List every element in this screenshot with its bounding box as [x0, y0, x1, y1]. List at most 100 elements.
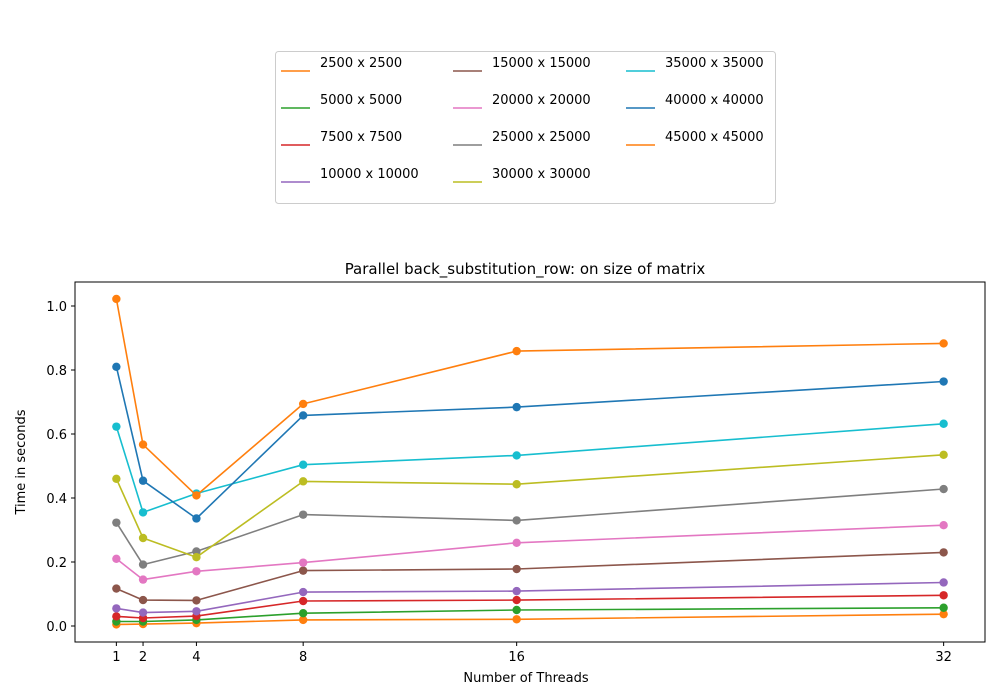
x-tick-label: 32: [935, 650, 952, 665]
data-point: [939, 609, 948, 619]
data-point: [112, 474, 121, 483]
data-point: [298, 510, 308, 519]
y-axis-label: Time in seconds: [14, 409, 29, 515]
data-point: [298, 399, 308, 409]
legend-label: 10000 x 10000: [320, 167, 419, 182]
legend-entry: 7500 x 7500: [281, 130, 402, 146]
data-point: [512, 615, 521, 624]
x-tick-label: 2: [139, 650, 147, 665]
data-point: [512, 595, 521, 605]
data-point: [138, 560, 148, 569]
data-point: [939, 578, 948, 587]
x-tick-label: 4: [192, 650, 200, 665]
legend-label: 5000 x 5000: [320, 93, 402, 108]
data-point: [138, 440, 148, 449]
data-point: [112, 554, 121, 563]
data-point: [298, 566, 308, 575]
data-point: [192, 514, 201, 523]
series-7500x7500: [112, 591, 948, 623]
data-point: [112, 362, 121, 371]
series-line: [115, 298, 944, 497]
plot-frame: [74, 281, 986, 643]
data-point: [138, 533, 148, 543]
data-point: [512, 564, 521, 574]
y-tick-label: 0.8: [46, 364, 67, 379]
data-point: [298, 596, 308, 606]
series-line: [116, 606, 944, 623]
series-15000x15000: [112, 548, 948, 605]
data-point: [138, 575, 148, 584]
data-point: [939, 548, 948, 557]
x-tick-label: 1: [112, 650, 120, 665]
legend: 2500 x 2500 5000 x 5000 7500 x 7500 10000 x…: [275, 51, 776, 204]
data-point: [192, 491, 201, 500]
data-point: [112, 518, 121, 527]
legend-label: 2500 x 2500: [320, 56, 402, 71]
data-point: [939, 377, 948, 386]
data-point: [512, 516, 521, 525]
data-point: [138, 608, 148, 617]
y-tick-label: 1.0: [46, 300, 67, 315]
data-point: [112, 294, 121, 304]
axes-layer: [74, 281, 986, 643]
data-point: [112, 422, 121, 431]
series-40000x40000: [112, 362, 948, 523]
series-30000x30000: [112, 450, 948, 562]
data-point: [298, 615, 308, 625]
series-line: [116, 613, 944, 626]
series-35000x35000: [112, 419, 948, 517]
series-45000x45000: [112, 294, 948, 500]
data-point: [138, 476, 148, 485]
data-point: [298, 587, 308, 597]
data-point: [298, 477, 308, 486]
legend-entry: 30000 x 30000: [453, 167, 591, 183]
data-point: [939, 591, 948, 600]
legend-entry: 10000 x 10000: [281, 167, 419, 183]
series-line: [116, 594, 944, 619]
data-point: [939, 603, 948, 612]
series-layer: [112, 294, 948, 629]
series-line: [115, 366, 944, 520]
data-point: [298, 411, 308, 420]
data-point: [512, 451, 521, 460]
data-point: [112, 612, 121, 621]
legend-entry: 2500 x 2500: [281, 56, 402, 72]
series-20000x20000: [112, 521, 948, 584]
data-point: [512, 402, 521, 412]
data-point: [112, 604, 121, 613]
legend-entry: 5000 x 5000: [281, 93, 402, 109]
y-tick-label: 0.6: [46, 428, 67, 443]
legend-label: 45000 x 45000: [665, 130, 764, 145]
data-point: [298, 558, 308, 567]
data-point: [192, 567, 201, 576]
data-point: [512, 346, 521, 356]
x-tick-label: 16: [508, 650, 525, 665]
data-point: [138, 508, 148, 517]
legend-label: 15000 x 15000: [492, 56, 591, 71]
data-point: [192, 547, 201, 556]
data-point: [512, 538, 521, 547]
legend-label: 7500 x 7500: [320, 130, 402, 145]
series-line: [116, 551, 944, 602]
data-point: [298, 460, 308, 469]
series-line: [115, 423, 944, 514]
y-tick-label: 0.2: [46, 556, 67, 571]
legend-entry: 20000 x 20000: [453, 93, 591, 109]
legend-label: 20000 x 20000: [492, 93, 591, 108]
y-tick-label: 0.4: [46, 492, 67, 507]
data-point: [138, 595, 148, 605]
data-point: [939, 419, 948, 428]
legend-entry: 40000 x 40000: [626, 93, 764, 109]
chart-title: Parallel back_substitution_row: on size …: [345, 260, 706, 279]
x-axis-label: Number of Threads: [463, 671, 588, 686]
legend-entry: 25000 x 25000: [453, 130, 591, 146]
y-axis-ticks: 0.0 0.2 0.4 0.6 0.8 1.0: [46, 300, 75, 635]
series-25000x25000: [112, 484, 948, 569]
legend-entry: 45000 x 45000: [626, 130, 764, 146]
legend-label: 35000 x 35000: [665, 56, 764, 71]
legend-entry: 35000 x 35000: [626, 56, 764, 72]
data-point: [939, 521, 948, 530]
legend-label: 25000 x 25000: [492, 130, 591, 145]
data-point: [112, 584, 121, 593]
